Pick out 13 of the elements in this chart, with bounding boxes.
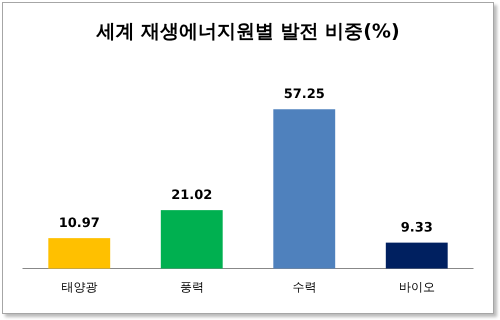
data-label: 57.25 xyxy=(284,87,325,102)
bar xyxy=(386,242,448,269)
x-tick-label: 바이오 xyxy=(398,280,435,294)
data-label: 10.97 xyxy=(58,216,100,231)
chart-title: 세계 재생에너지원별 발전 비중(%) xyxy=(95,20,400,42)
data-label: 21.02 xyxy=(171,188,212,203)
bar xyxy=(48,238,110,269)
data-label: 9.33 xyxy=(400,220,433,236)
x-tick-label: 풍력 xyxy=(180,280,204,294)
bar xyxy=(273,109,336,269)
x-tick-label: 태양광 xyxy=(61,280,98,294)
bar xyxy=(160,210,223,269)
x-tick-label: 수력 xyxy=(292,280,316,294)
